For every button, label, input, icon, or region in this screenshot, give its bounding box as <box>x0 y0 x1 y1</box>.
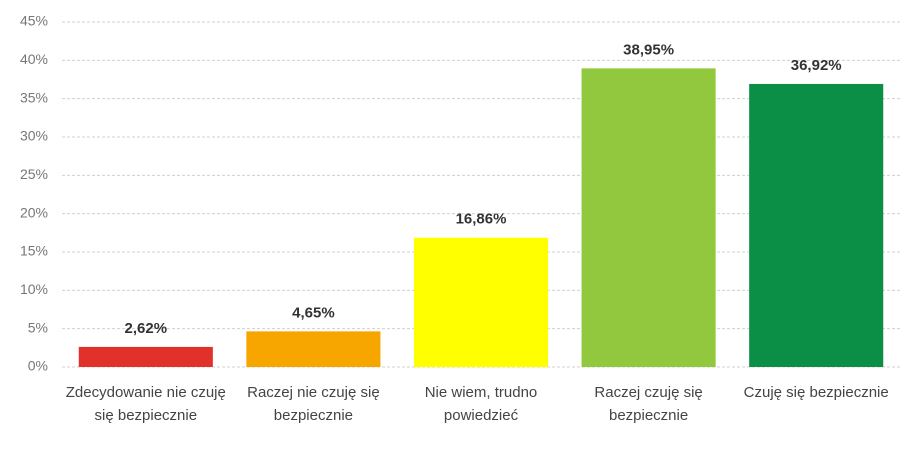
y-tick-label: 35% <box>20 89 48 105</box>
y-tick-label: 20% <box>20 204 48 220</box>
value-label: 16,86% <box>456 211 507 228</box>
x-tick-label: Raczej nie czuję się bezpiecznie <box>247 384 380 424</box>
x-tick-label: Nie wiem, trudno powiedzieć <box>424 384 538 424</box>
value-label: 2,62% <box>125 320 168 337</box>
bar <box>246 331 381 367</box>
value-label: 36,92% <box>791 57 842 74</box>
y-tick-label: 30% <box>20 128 48 144</box>
y-tick-label: 15% <box>20 243 48 259</box>
y-tick-label: 25% <box>20 166 48 182</box>
bar <box>78 346 213 367</box>
y-tick-label: 5% <box>28 319 48 335</box>
value-label: 4,65% <box>292 304 335 321</box>
y-tick-label: 40% <box>20 51 48 67</box>
x-tick-label: Raczej czuję się bezpiecznie <box>594 384 703 424</box>
bar <box>749 83 884 368</box>
bar <box>581 68 716 367</box>
bar <box>413 237 549 367</box>
x-tick-label: Zdecydowanie nie czuję się bezpiecznie <box>65 384 226 424</box>
y-tick-label: 45% <box>20 13 48 29</box>
y-tick-label: 0% <box>28 358 48 374</box>
x-tick-label: Czuję się bezpiecznie <box>743 384 889 401</box>
y-tick-label: 10% <box>20 281 48 297</box>
value-label: 38,95% <box>623 41 674 58</box>
